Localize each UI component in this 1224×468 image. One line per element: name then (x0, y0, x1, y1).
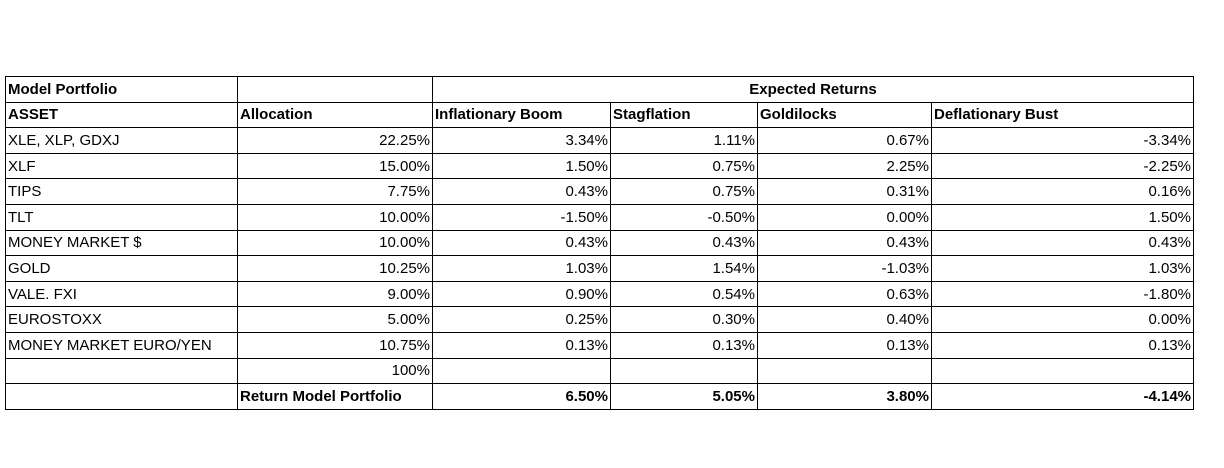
value-cell: 0.43% (432, 178, 611, 205)
summary-value: 6.50% (432, 383, 611, 410)
value-cell: 0.54% (610, 280, 758, 308)
value-cell: -1.03% (757, 255, 932, 282)
value-cell: 0.13% (432, 331, 611, 359)
value-cell: 0.00% (931, 306, 1194, 333)
value-cell: -1.50% (432, 203, 611, 231)
value-cell: 1.50% (432, 152, 611, 180)
value-cell: 0.00% (757, 203, 932, 231)
value-cell: 2.25% (757, 152, 932, 180)
column-header: Stagflation (610, 101, 758, 129)
table-row: MONEY MARKET $10.00% 0.43% 0.43% 0.43% 0.43% (5, 229, 1194, 257)
value-cell: -3.34% (931, 127, 1194, 154)
summary-value: 5.05% (610, 383, 758, 410)
value-cell: 0.43% (432, 229, 611, 257)
table-row: 100% (5, 357, 1194, 385)
value-cell: 10.25% (237, 255, 433, 282)
table-body: Model Portfolio Expected Returns ASSET Allo… (5, 76, 1194, 410)
value-cell: 0.40% (757, 306, 932, 333)
asset-cell: MONEY MARKET $ (5, 229, 238, 257)
asset-cell: TLT (5, 203, 238, 231)
table-row: EUROSTOXX 5.00% 0.25% 0.30% 0.40% 0.00% (5, 306, 1194, 333)
table-row: ASSET Allocation Inflationary Boom Stagflat… (5, 101, 1194, 129)
value-cell: 0.43% (757, 229, 932, 257)
value-cell: 0.13% (610, 331, 758, 359)
table-row: GOLD 10.25% 1.03% 1.54% -1.03% 1.03% (5, 255, 1194, 282)
value-cell: 0.90% (432, 280, 611, 308)
empty-cell (432, 357, 611, 385)
value-cell: 1.50% (931, 203, 1194, 231)
value-cell: 0.43% (610, 229, 758, 257)
asset-cell: XLE, XLP, GDXJ (5, 127, 238, 154)
empty-cell (5, 357, 238, 385)
asset-cell: TIPS (5, 178, 238, 205)
value-cell: 1.03% (931, 255, 1194, 282)
table-row: Return Model Portfolio 6.50% 5.05% 3.80% -4.… (5, 383, 1194, 410)
empty-cell (5, 383, 238, 410)
value-cell: 0.63% (757, 280, 932, 308)
table-row: TIPS 7.75% 0.43% 0.75% 0.31% 0.16% (5, 178, 1194, 205)
summary-label: Return Model Portfolio (237, 383, 433, 410)
value-cell: 10.00% (237, 229, 433, 257)
value-cell: 0.31% (757, 178, 932, 205)
value-cell: 1.11% (610, 127, 758, 154)
value-cell: 9.00% (237, 280, 433, 308)
value-cell: 1.03% (432, 255, 611, 282)
value-cell: 10.00% (237, 203, 433, 231)
value-cell: 0.16% (931, 178, 1194, 205)
value-cell: 1.54% (610, 255, 758, 282)
value-cell: -2.25% (931, 152, 1194, 180)
value-cell: 0.75% (610, 178, 758, 205)
asset-cell: EUROSTOXX (5, 306, 238, 333)
empty-cell (757, 357, 932, 385)
asset-cell: XLF (5, 152, 238, 180)
table-row: MONEY MARKET EURO/YEN 10.75% 0.13% 0.13% 0.1… (5, 331, 1194, 359)
value-cell: 0.13% (931, 331, 1194, 359)
group-header: Expected Returns (432, 76, 1194, 103)
column-header: Inflationary Boom (432, 101, 611, 129)
summary-value: 3.80% (757, 383, 932, 410)
value-cell: 5.00% (237, 306, 433, 333)
value-cell: 0.30% (610, 306, 758, 333)
table-title: Model Portfolio (5, 76, 238, 103)
value-cell: 0.43% (931, 229, 1194, 257)
value-cell: -1.80% (931, 280, 1194, 308)
value-cell: 22.25% (237, 127, 433, 154)
value-cell: 0.13% (757, 331, 932, 359)
table-row: XLE, XLP, GDXJ 22.25% 3.34% 1.11% 0.67% -3.34… (5, 127, 1194, 154)
table-row: XLF 15.00% 1.50% 0.75% 2.25% -2.25% (5, 152, 1194, 180)
table-row: VALE. FXI 9.00% 0.90% 0.54% 0.63% -1.80% (5, 280, 1194, 308)
empty-cell (610, 357, 758, 385)
table-row: Model Portfolio Expected Returns (5, 76, 1194, 103)
value-cell: 15.00% (237, 152, 433, 180)
value-cell: 0.25% (432, 306, 611, 333)
value-cell: 3.34% (432, 127, 611, 154)
column-header: ASSET (5, 101, 238, 129)
asset-cell: GOLD (5, 255, 238, 282)
value-cell: 10.75% (237, 331, 433, 359)
allocation-total: 100% (237, 357, 433, 385)
empty-cell (237, 76, 433, 103)
table-row: TLT 10.00% -1.50% -0.50% 0.00% 1.50% (5, 203, 1194, 231)
column-header: Allocation (237, 101, 433, 129)
summary-value: -4.14% (931, 383, 1194, 410)
asset-cell: VALE. FXI (5, 280, 238, 308)
value-cell: 7.75% (237, 178, 433, 205)
portfolio-table: Model Portfolio Expected Returns ASSET Allo… (5, 76, 1194, 410)
column-header: Goldilocks (757, 101, 932, 129)
value-cell: 0.67% (757, 127, 932, 154)
column-header: Deflationary Bust (931, 101, 1194, 129)
asset-cell: MONEY MARKET EURO/YEN (5, 331, 238, 359)
value-cell: 0.75% (610, 152, 758, 180)
value-cell: -0.50% (610, 203, 758, 231)
empty-cell (931, 357, 1194, 385)
